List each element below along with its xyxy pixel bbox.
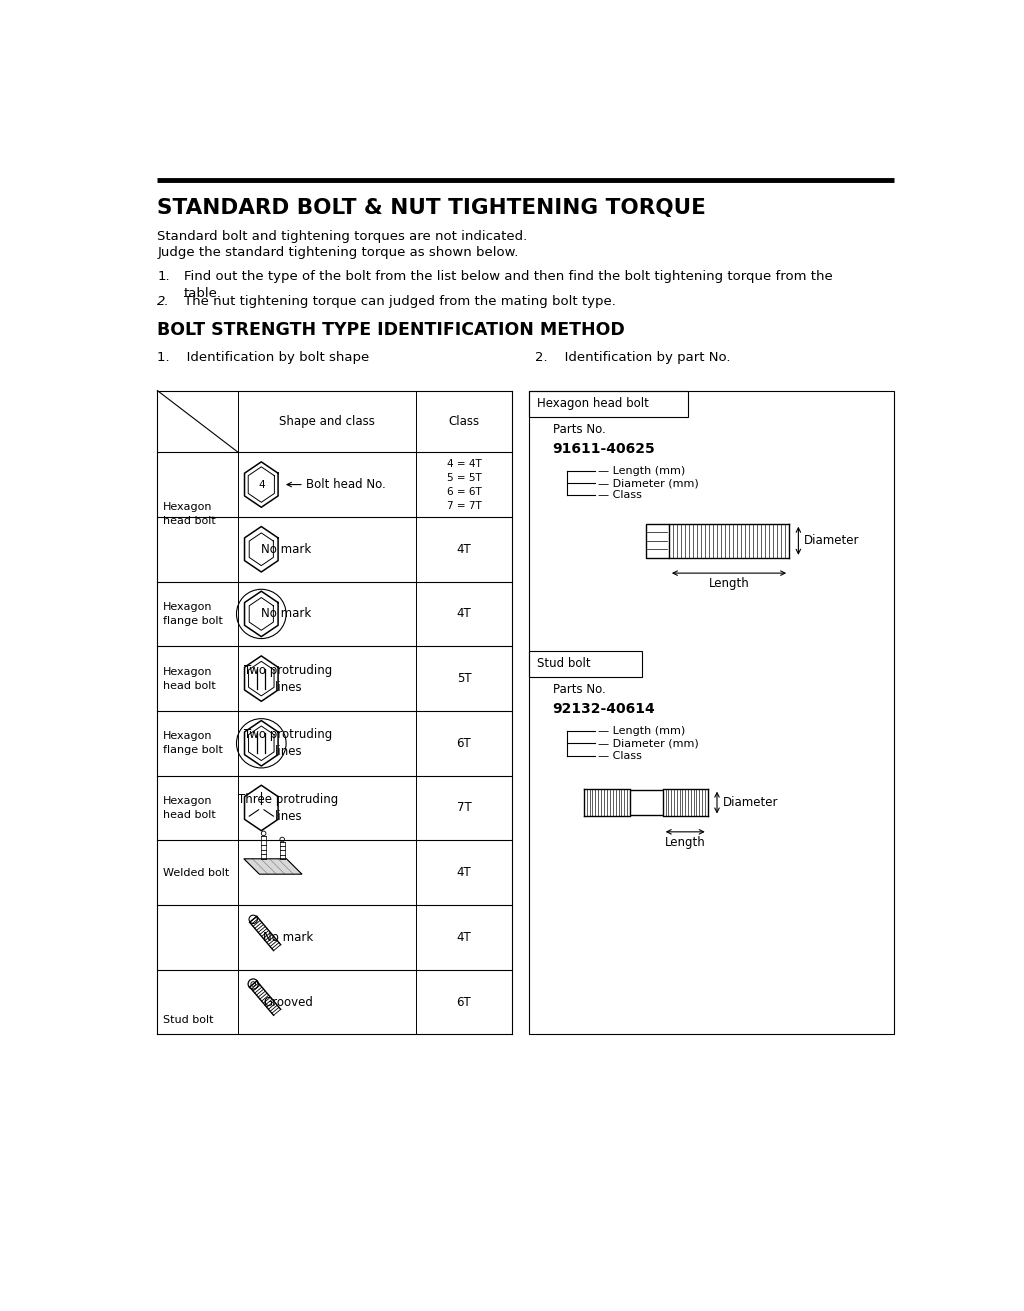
Polygon shape — [244, 859, 302, 874]
Text: 4 = 4T
5 = 5T
6 = 6T
7 = 7T: 4 = 4T 5 = 5T 6 = 6T 7 = 7T — [446, 459, 481, 510]
Text: 2.: 2. — [158, 295, 170, 308]
Text: 4T: 4T — [457, 867, 471, 880]
Text: Hexagon
head bolt: Hexagon head bolt — [163, 796, 216, 819]
Text: Judge the standard tightening torque as shown below.: Judge the standard tightening torque as … — [158, 246, 519, 258]
Text: Stud bolt: Stud bolt — [163, 1015, 213, 1025]
Text: Find out the type of the bolt from the list below and then find the bolt tighten: Find out the type of the bolt from the l… — [183, 270, 833, 283]
Circle shape — [261, 831, 266, 835]
Text: Length: Length — [709, 577, 750, 590]
Circle shape — [248, 979, 258, 988]
Text: Hexagon head bolt: Hexagon head bolt — [538, 397, 649, 410]
Text: Hexagon
head bolt: Hexagon head bolt — [163, 502, 216, 526]
Text: 6T: 6T — [457, 995, 471, 1008]
Text: 91611-40625: 91611-40625 — [553, 442, 655, 456]
Text: 5T: 5T — [457, 673, 471, 686]
Text: — Class: — Class — [598, 751, 642, 760]
Text: Stud bolt: Stud bolt — [538, 658, 591, 670]
Text: 2.    Identification by part No.: 2. Identification by part No. — [535, 350, 730, 363]
Text: Three protruding
lines: Three protruding lines — [239, 793, 339, 823]
Text: — Diameter (mm): — Diameter (mm) — [598, 738, 699, 749]
Text: table.: table. — [183, 287, 222, 300]
Text: The nut tightening torque can judged from the mating bolt type.: The nut tightening torque can judged fro… — [183, 295, 615, 308]
Text: Shape and class: Shape and class — [280, 414, 375, 427]
Text: 92132-40614: 92132-40614 — [553, 703, 655, 717]
Text: Hexagon
head bolt: Hexagon head bolt — [163, 666, 216, 691]
Text: Hexagon
flange bolt: Hexagon flange bolt — [163, 602, 223, 625]
Text: STANDARD BOLT & NUT TIGHTENING TORQUE: STANDARD BOLT & NUT TIGHTENING TORQUE — [158, 198, 707, 218]
Text: — Length (mm): — Length (mm) — [598, 465, 686, 476]
Text: No mark: No mark — [261, 543, 311, 556]
Text: Two protruding
lines: Two protruding lines — [245, 663, 333, 694]
Text: 1.    Identification by bolt shape: 1. Identification by bolt shape — [158, 350, 370, 363]
Text: Grooved: Grooved — [263, 995, 313, 1008]
Text: Parts No.: Parts No. — [553, 683, 605, 696]
Text: No mark: No mark — [263, 931, 313, 944]
Text: Two protruding
lines: Two protruding lines — [245, 729, 333, 758]
Text: Hexagon
flange bolt: Hexagon flange bolt — [163, 732, 223, 755]
Text: No mark: No mark — [261, 607, 311, 620]
Text: — Length (mm): — Length (mm) — [598, 726, 686, 735]
Text: 4T: 4T — [457, 607, 471, 620]
Text: Length: Length — [665, 835, 706, 848]
Text: BOLT STRENGTH TYPE IDENTIFICATION METHOD: BOLT STRENGTH TYPE IDENTIFICATION METHOD — [158, 321, 626, 340]
Text: 4T: 4T — [457, 931, 471, 944]
Text: 6T: 6T — [457, 737, 471, 750]
Circle shape — [249, 915, 257, 923]
Text: — Class: — Class — [598, 490, 642, 501]
Text: Standard bolt and tightening torques are not indicated.: Standard bolt and tightening torques are… — [158, 231, 527, 244]
Text: Class: Class — [449, 414, 479, 427]
Text: Welded bolt: Welded bolt — [163, 868, 229, 877]
Text: Diameter: Diameter — [722, 796, 778, 809]
Text: Parts No.: Parts No. — [553, 423, 605, 437]
Text: 4: 4 — [258, 480, 264, 489]
Text: Bolt head No.: Bolt head No. — [306, 479, 386, 492]
Circle shape — [280, 838, 285, 842]
Text: 1.: 1. — [158, 270, 170, 283]
Text: 7T: 7T — [457, 801, 471, 814]
Text: 4T: 4T — [457, 543, 471, 556]
Text: Diameter: Diameter — [804, 535, 859, 547]
Text: — Diameter (mm): — Diameter (mm) — [598, 479, 699, 488]
